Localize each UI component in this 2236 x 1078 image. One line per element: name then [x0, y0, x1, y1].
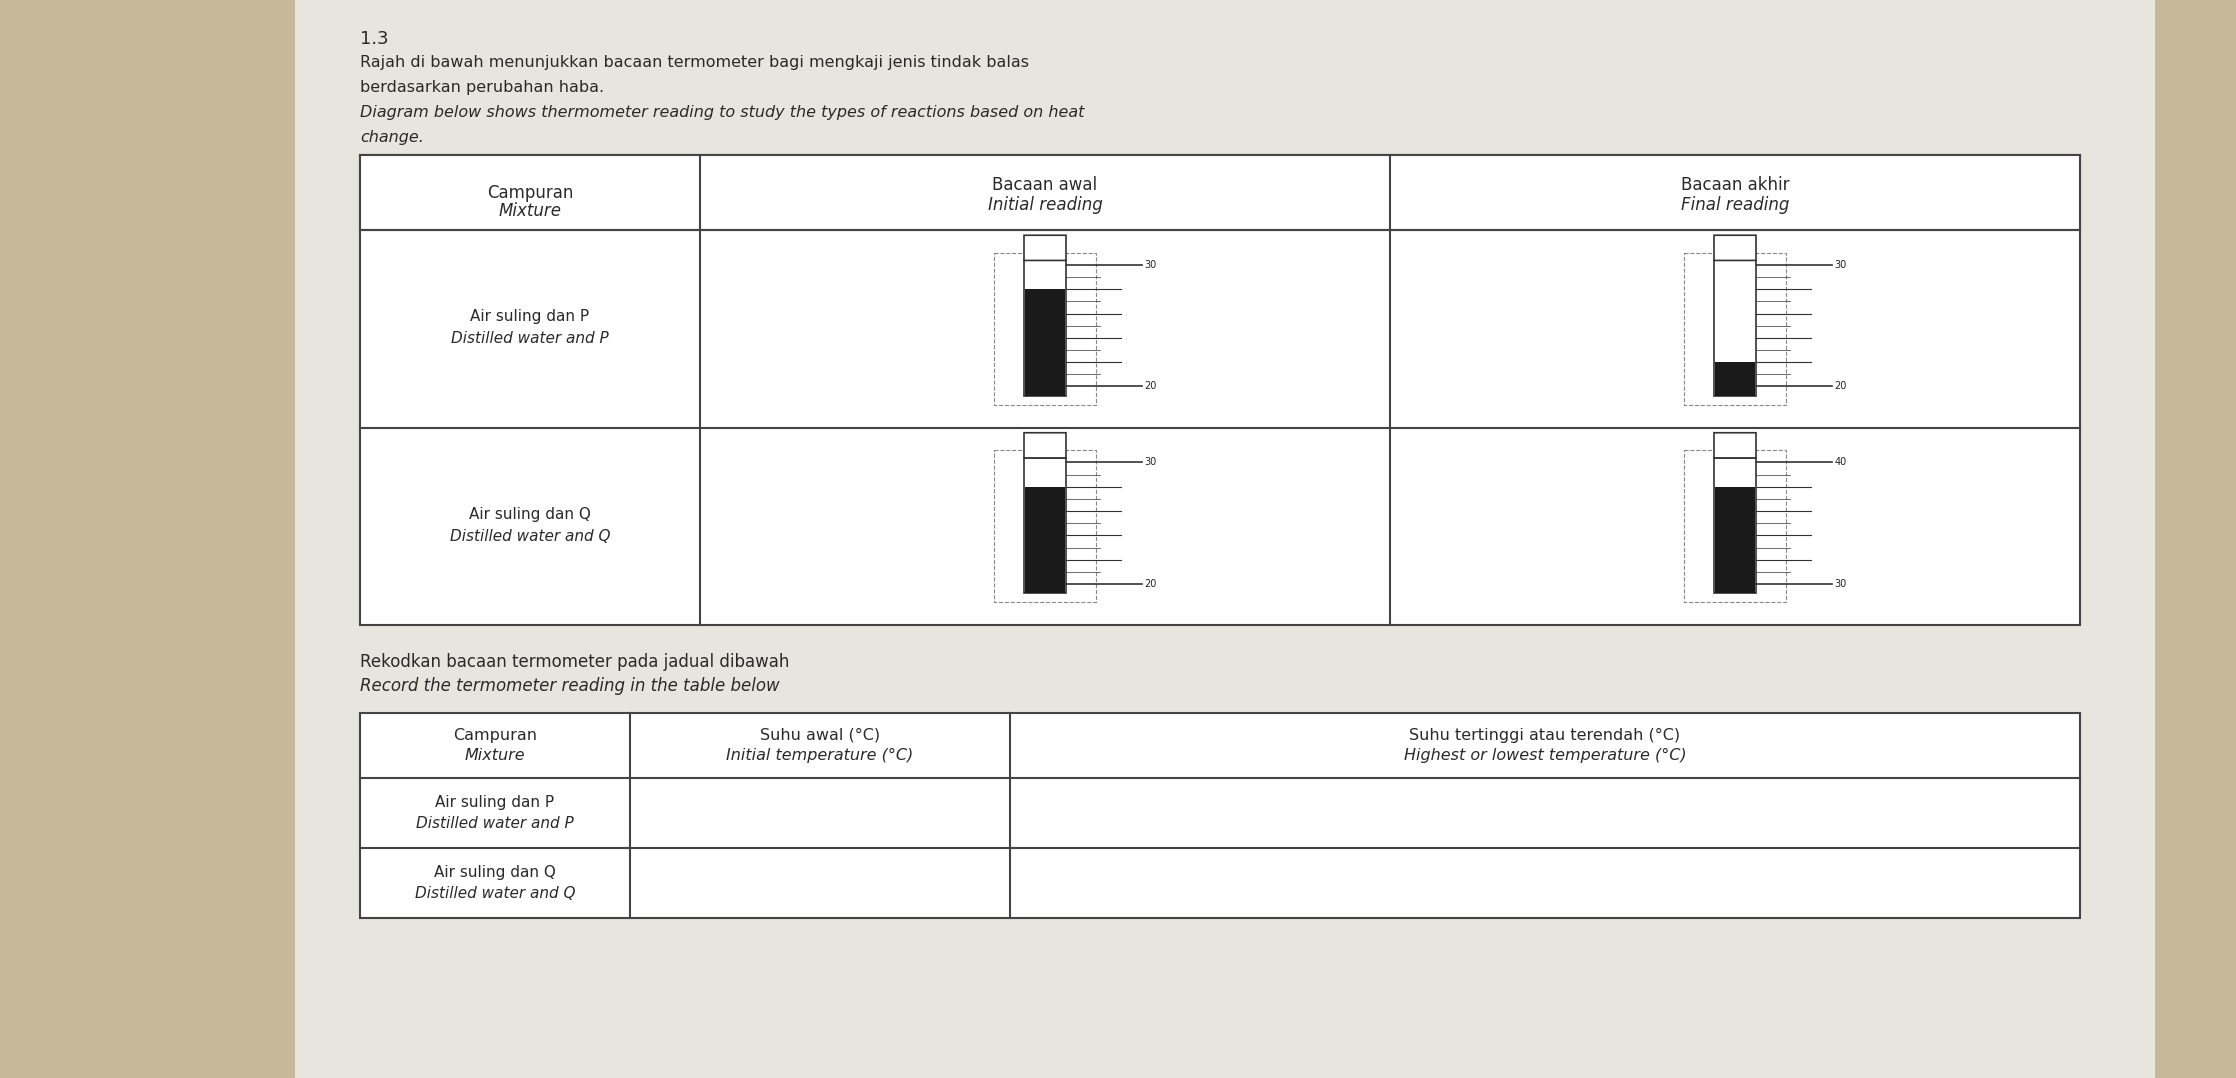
Text: Air suling dan P: Air suling dan P	[436, 796, 555, 811]
Bar	[1715, 261, 1755, 396]
Text: Air suling dan Q: Air suling dan Q	[470, 507, 590, 522]
Text: 1.3: 1.3	[360, 30, 389, 49]
Bar	[1024, 458, 1067, 593]
Text: Distilled water and P: Distilled water and P	[452, 331, 608, 346]
Text: 30: 30	[1145, 260, 1156, 270]
Text: 30: 30	[1145, 457, 1156, 468]
Text: Mixture: Mixture	[465, 748, 525, 763]
Text: Air suling dan P: Air suling dan P	[470, 309, 590, 324]
Text: Distilled water and Q: Distilled water and Q	[449, 528, 610, 543]
Text: change.: change.	[360, 130, 425, 146]
Text: Mixture: Mixture	[499, 202, 561, 220]
Text: Bacaan awal: Bacaan awal	[993, 176, 1098, 193]
Bar	[360, 155, 2079, 625]
Text: Rekodkan bacaan termometer pada jadual dibawah: Rekodkan bacaan termometer pada jadual d…	[360, 653, 789, 671]
Bar	[1024, 289, 1064, 396]
Text: Campuran: Campuran	[487, 183, 572, 202]
Text: Diagram below shows thermometer reading to study the types of reactions based on: Diagram below shows thermometer reading …	[360, 105, 1084, 120]
Bar	[995, 253, 1096, 404]
Bar	[1715, 458, 1755, 593]
Text: 20: 20	[1145, 579, 1156, 589]
Text: 20: 20	[1834, 382, 1847, 391]
Bar	[1024, 487, 1064, 593]
Text: 20: 20	[1145, 382, 1156, 391]
Text: Record the termometer reading in the table below: Record the termometer reading in the tab…	[360, 677, 780, 695]
Text: Initial temperature (°C): Initial temperature (°C)	[727, 748, 915, 763]
Bar	[360, 713, 2079, 918]
Text: Final reading: Final reading	[1681, 195, 1789, 213]
Bar	[1024, 261, 1067, 396]
FancyBboxPatch shape	[1715, 432, 1755, 458]
Bar	[1684, 253, 1787, 404]
Text: Bacaan akhir: Bacaan akhir	[1681, 176, 1789, 193]
Text: Rajah di bawah menunjukkan bacaan termometer bagi mengkaji jenis tindak balas: Rajah di bawah menunjukkan bacaan termom…	[360, 55, 1029, 70]
Text: Suhu tertinggi atau terendah (°C): Suhu tertinggi atau terendah (°C)	[1409, 728, 1681, 743]
Bar	[295, 0, 2156, 1078]
FancyBboxPatch shape	[1715, 235, 1755, 261]
Text: Campuran: Campuran	[454, 728, 537, 743]
Bar	[1715, 362, 1755, 396]
Text: 30: 30	[1834, 579, 1847, 589]
Text: Distilled water and Q: Distilled water and Q	[414, 885, 575, 900]
Bar	[360, 155, 2079, 230]
Bar	[995, 451, 1096, 603]
Bar	[1684, 451, 1787, 603]
Text: Suhu awal (°C): Suhu awal (°C)	[760, 728, 881, 743]
Text: 40: 40	[1834, 457, 1847, 468]
Text: Air suling dan Q: Air suling dan Q	[434, 866, 557, 881]
FancyBboxPatch shape	[1024, 235, 1067, 261]
Text: berdasarkan perubahan haba.: berdasarkan perubahan haba.	[360, 80, 604, 95]
Text: Distilled water and P: Distilled water and P	[416, 815, 575, 830]
Text: 30: 30	[1834, 260, 1847, 270]
Text: Highest or lowest temperature (°C): Highest or lowest temperature (°C)	[1404, 748, 1686, 763]
FancyBboxPatch shape	[1024, 432, 1067, 458]
Text: Initial reading: Initial reading	[988, 195, 1102, 213]
Bar	[1715, 487, 1755, 593]
